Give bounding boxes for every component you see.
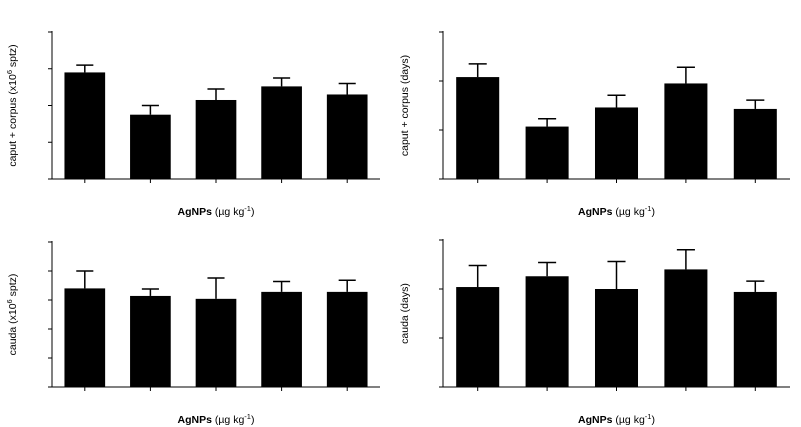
bar	[456, 77, 500, 179]
bar	[733, 291, 777, 387]
y-axis-label: cauda (x106 sptz)	[5, 274, 19, 356]
panel-b: AgNPs (µg kg-1) cauda (x106 sptz)	[5, 241, 380, 426]
bar	[594, 107, 639, 179]
x-axis-label: AgNPs (µg kg-1)	[578, 412, 655, 426]
bar	[195, 298, 237, 387]
bar	[525, 276, 569, 387]
bar	[64, 288, 106, 387]
y-axis-label: cauda (days)	[399, 283, 411, 344]
bar	[64, 72, 106, 179]
bar	[326, 291, 368, 387]
bar	[261, 291, 302, 387]
bar	[525, 126, 569, 179]
panel-c: AgNPs (µg kg-1) caput + corpus (days)	[399, 31, 790, 218]
y-axis-label: caput + corpus (days)	[399, 55, 411, 156]
bar	[733, 108, 777, 179]
x-axis-label: AgNPs (µg kg-1)	[578, 204, 655, 218]
bar	[195, 99, 237, 179]
x-axis-label: AgNPs (µg kg-1)	[178, 412, 255, 426]
x-axis-label: AgNPs (µg kg-1)	[178, 204, 255, 218]
bar	[130, 295, 171, 387]
bar	[664, 83, 708, 179]
bar	[594, 289, 639, 387]
bar	[130, 114, 171, 179]
panel-a: AgNPs (µg kg-1) caput + corpus (x106 sptz…	[5, 31, 380, 218]
bar	[456, 287, 500, 387]
bar	[664, 269, 708, 387]
panel-d: AgNPs (µg kg-1) cauda (days)	[399, 239, 790, 426]
y-axis-label: caput + corpus (x106 sptz)	[5, 44, 19, 166]
bar	[261, 86, 302, 179]
bar	[326, 94, 368, 179]
